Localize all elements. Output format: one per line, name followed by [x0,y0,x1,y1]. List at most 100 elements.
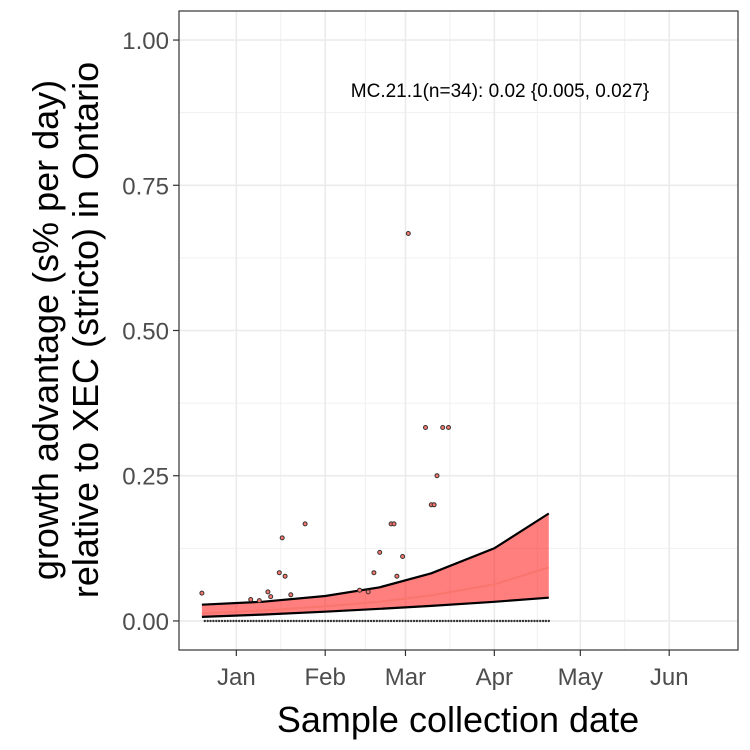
data-point-zero [473,619,476,623]
data-point-zero [252,619,255,623]
data-point-zero [355,619,358,623]
data-point-zero [392,619,396,623]
data-point-zero [475,619,479,623]
data-point-zero [286,619,290,623]
data-point-zero [203,619,206,623]
data-point-zero [220,619,224,623]
data-point-zero [441,619,444,623]
data-point-zero [536,619,539,623]
data-point-zero [344,619,347,623]
x-tick-label: Jan [217,664,256,691]
data-point [394,573,400,579]
data-point-zero [524,619,528,623]
ribbon-lower-edge [201,596,549,618]
data-point-zero [544,619,548,623]
data-point [199,590,205,596]
x-axis-title: Sample collection date [277,699,639,740]
data-point-zero [335,619,338,623]
data-point [302,521,308,527]
data-point-zero [349,619,353,623]
data-point-zero [255,619,258,623]
data-point-zero [352,619,356,623]
x-tick-label: May [558,664,603,691]
data-point-zero [289,619,292,623]
data-point-zero [507,619,510,623]
data-point-zero [243,619,247,623]
data-point-zero [315,619,318,623]
fit-annotation: MC.21.1(n=34): 0.02 {0.005, 0.027} [351,81,649,102]
data-point-zero [309,619,313,623]
data-point-zero [217,619,221,623]
data-point-zero [301,619,304,623]
data-point-zero [412,619,416,623]
data-point-zero [527,619,530,623]
data-point-zero [281,619,284,623]
data-point-zero [541,619,545,623]
y-tick-label: 0.25 [122,464,169,491]
data-point-zero [361,619,364,623]
data-point-zero [364,619,367,623]
data-point-zero [467,619,470,623]
data-point-zero [324,619,327,623]
y-tick-label: 0.50 [122,319,169,346]
data-point-zero [384,619,387,623]
data-point-zero [338,619,341,623]
data-point [434,473,440,479]
data-point [276,570,282,576]
data-point-zero [461,619,464,623]
data-point-zero [329,619,333,623]
y-axis-title: growth advantage (s% per day) relative t… [25,62,106,598]
data-point-zero [421,619,424,623]
data-point-zero [444,619,447,623]
data-point-zero [387,619,390,623]
data-point [405,231,411,236]
data-point [391,521,397,527]
data-point-zero [369,619,373,623]
data-point-zero [547,619,550,623]
data-point-zero [269,619,272,623]
plot-panel [178,10,739,651]
x-tick-label: Jun [650,664,689,691]
y-axis-title-line-1: growth advantage (s% per day) [25,80,66,580]
data-point-zero [401,619,404,623]
data-point-zero [427,619,430,623]
data-point [400,554,406,559]
data-point [371,570,377,576]
data-point-zero [424,619,427,623]
data-point-zero [341,619,344,623]
data-point-zero [326,619,330,623]
data-point-zero [312,619,315,623]
data-point-zero [298,619,301,623]
data-point-zero [278,619,281,623]
data-point-zero [238,619,241,623]
data-point-zero [455,619,459,623]
data-point-zero [332,619,335,623]
data-point-zero [306,619,310,623]
data-point-zero [240,619,244,623]
y-tick-label: 0.00 [122,609,169,636]
data-point-zero [258,619,261,623]
ribbon-upper-edge [201,512,550,606]
data-point-zero [484,619,487,623]
data-point-zero [283,619,287,623]
data-point-zero [415,619,419,623]
data-point-zero [389,619,393,623]
y-tick-label: 1.00 [122,28,169,55]
y-axis-ticks: 0.00 0.25 0.50 0.75 1.00 [122,28,179,636]
data-point-zero [321,619,324,623]
data-point-zero [367,619,370,623]
data-point-zero [450,619,453,623]
data-point-zero [458,619,462,623]
data-point-zero [226,619,229,623]
data-point-zero [533,619,536,623]
data-point [279,535,285,541]
data-point [431,502,437,508]
data-point [268,594,274,600]
data-point [265,589,271,595]
data-point-zero [504,619,507,623]
data-point-zero [235,619,238,623]
data-point-zero [513,619,516,623]
data-point-zero [223,619,227,623]
data-point-zero [530,619,533,623]
